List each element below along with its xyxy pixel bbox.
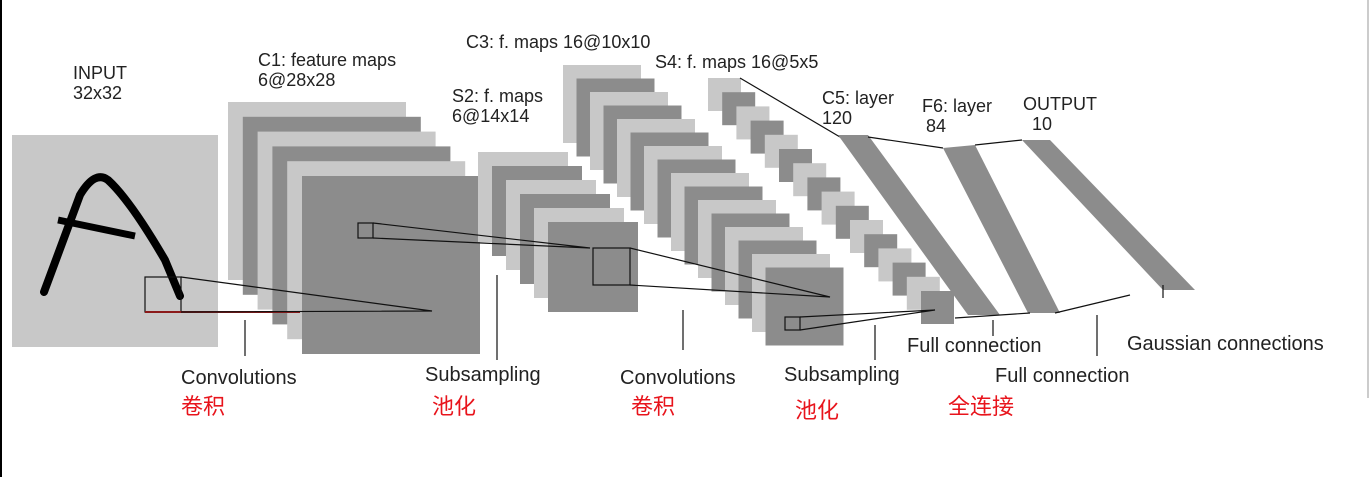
op-label: Full connection [907,335,1042,357]
projection [180,276,433,313]
layer-label: C5: layer [822,88,894,108]
layer-label: 32x32 [73,83,122,103]
op-label: Full connection [995,365,1130,387]
cn-label: 池化 [432,395,476,420]
c5-band [838,135,1000,315]
letter-a-bar [57,216,136,240]
layer-label: 120 [822,108,852,128]
cn-label: 池化 [795,399,839,424]
feature-map [302,176,480,354]
left-border [0,0,2,477]
layer-label: 6@14x14 [452,106,529,126]
layer-label: C3: f. maps 16@10x10 [466,32,650,52]
window [357,222,374,239]
layer-label: OUTPUT [1023,94,1097,114]
projection [739,77,841,138]
op-label: Subsampling [784,364,900,386]
feature-map [921,291,954,324]
layer-label: S2: f. maps [452,86,543,106]
f6-band [943,145,1060,313]
op-ticks [244,275,1164,360]
op-label: Subsampling [425,364,541,386]
window [784,316,801,331]
op-label: Convolutions [620,367,736,389]
layer-label: 10 [1032,114,1052,134]
window [592,247,631,286]
layer-label: 84 [926,116,946,136]
feature-map-stacks [228,65,954,354]
feature-map [765,267,844,346]
connection [954,312,1031,319]
op-label: Gaussian connections [1127,333,1324,355]
projection [372,222,591,249]
cn-label: 卷积 [631,395,675,420]
connection [974,139,1023,146]
op-label: Convolutions [181,367,297,389]
projection [799,309,936,331]
cn-label: 卷积 [181,395,225,420]
output-band [1022,140,1195,290]
layer-label: S4: f. maps 16@5x5 [655,52,818,72]
layer-label: INPUT [73,63,127,83]
input-map [12,135,218,347]
layer-label: F6: layer [922,96,992,116]
connection [867,136,944,149]
layer-label: 6@28x28 [258,70,335,90]
connection [1054,294,1131,314]
projection [629,247,831,298]
letter-a [40,173,184,300]
layer-label: C1: feature maps [258,50,396,70]
cn-label: 全连接 [948,395,1014,420]
